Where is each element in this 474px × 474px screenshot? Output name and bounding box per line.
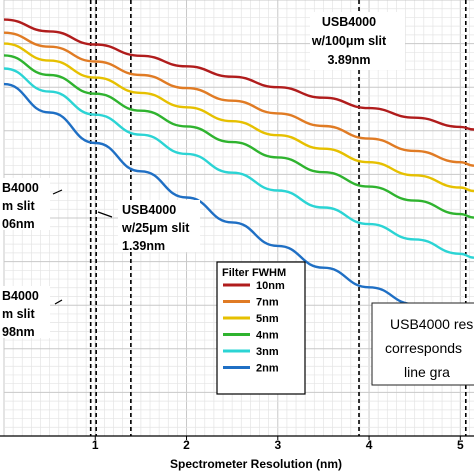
x-tick-label: 2 bbox=[183, 438, 190, 452]
legend-label: 7nm bbox=[256, 297, 279, 309]
annotation-text: B4000 bbox=[2, 181, 39, 195]
annotation-cut-b: B4000 m slit 98nm bbox=[0, 286, 63, 339]
annotation-text: 06nm bbox=[2, 217, 35, 231]
x-tick-label: 4 bbox=[366, 438, 373, 452]
legend-label: 4nm bbox=[256, 330, 279, 342]
annotation-usb4000-25um: USB4000 w/25μm slit 1.39nm bbox=[97, 200, 200, 253]
annotation-text: USB4000 bbox=[122, 203, 176, 217]
note-text: USB4000 res bbox=[390, 316, 473, 332]
x-tick-label: 5 bbox=[457, 438, 464, 452]
annotation-text: w/100μm slit bbox=[311, 34, 387, 48]
note-text: line gra bbox=[404, 364, 450, 380]
series-line-10nm bbox=[3, 18, 474, 131]
legend-label: 2nm bbox=[256, 363, 279, 375]
note-text: corresponds bbox=[385, 340, 462, 356]
annotation-cut-a: B4000 m slit 06nm bbox=[0, 178, 63, 231]
annotation-pointer bbox=[52, 189, 63, 195]
series-line-4nm bbox=[3, 54, 474, 219]
annotation-text: 3.89nm bbox=[327, 53, 370, 67]
annotation-pointer bbox=[54, 299, 63, 305]
series-lines bbox=[3, 18, 474, 325]
note-box: USB4000 res corresponds line gra bbox=[371, 302, 474, 386]
annotation-text: w/25μm slit bbox=[121, 221, 190, 235]
x-tick-label: 3 bbox=[274, 438, 281, 452]
annotation-pointer bbox=[97, 211, 113, 218]
x-axis-label: Spectrometer Resolution (nm) bbox=[170, 457, 342, 471]
annotation-text: 1.39nm bbox=[122, 239, 165, 253]
x-tick-labels: 1 2 3 4 5 bbox=[92, 436, 464, 452]
legend-label: 3nm bbox=[256, 346, 279, 358]
series-line-5nm bbox=[3, 42, 474, 193]
legend-label: 10nm bbox=[256, 280, 285, 292]
legend-title: Filter FWHM bbox=[222, 267, 286, 279]
legend-items: 10nm 7nm 5nm 4nm 3nm 2nm bbox=[223, 280, 285, 375]
legend: Filter FWHM 10nm 7nm 5nm 4nm 3nm 2nm bbox=[216, 261, 306, 395]
annotation-text: USB4000 bbox=[322, 15, 376, 29]
legend-label: 5nm bbox=[256, 313, 279, 325]
note-frame bbox=[371, 302, 474, 386]
annotation-text: m slit bbox=[2, 307, 35, 321]
annotation-usb4000-100um: USB4000 w/100μm slit 3.89nm bbox=[310, 12, 405, 70]
series-line-3nm bbox=[3, 67, 474, 259]
annotation-text: B4000 bbox=[2, 289, 39, 303]
annotation-text: 98nm bbox=[2, 325, 35, 339]
x-tick-label: 1 bbox=[92, 438, 99, 452]
annotation-text: m slit bbox=[2, 199, 35, 213]
series-line-7nm bbox=[3, 31, 474, 167]
